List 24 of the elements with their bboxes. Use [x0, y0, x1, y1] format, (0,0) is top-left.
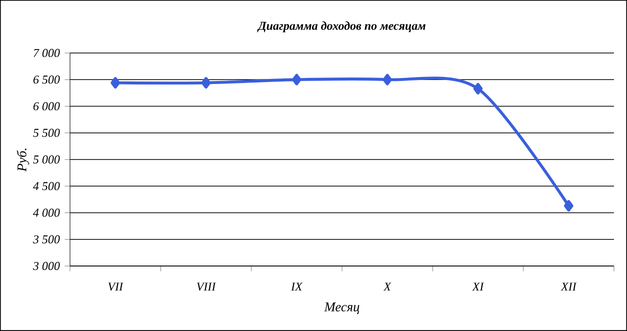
y-tick-label: 5 500	[33, 128, 60, 137]
x-tick-label: IX	[290, 282, 303, 291]
y-tick-label: 4 000	[32, 208, 60, 217]
point	[382, 74, 392, 86]
point	[473, 82, 483, 94]
x-axis-title: Месяц	[324, 302, 360, 314]
x-tick-label: VII	[108, 282, 124, 291]
point	[201, 77, 211, 89]
y-tick-label: 3 000	[32, 262, 60, 270]
point	[110, 77, 120, 89]
x-tick-label: VIII	[196, 282, 216, 291]
y-tick-label: 5 000	[33, 155, 60, 164]
x-tick-label: X	[383, 282, 392, 291]
x-tick-label: XI	[472, 282, 484, 291]
y-tick-label: 6 500	[33, 76, 60, 84]
y-tick-label: 6 000	[33, 102, 60, 110]
y-tick-label: 3 500	[32, 235, 60, 244]
chart-title: Диаграмма доходов по месяцам	[257, 21, 426, 32]
point	[564, 200, 574, 212]
x-tick-label: XII	[560, 282, 577, 291]
y-axis-title: Руб.	[16, 148, 30, 172]
y-tick-label: 4 500	[32, 182, 60, 190]
point	[292, 74, 302, 86]
y-tick-label: 7 000	[34, 48, 60, 58]
